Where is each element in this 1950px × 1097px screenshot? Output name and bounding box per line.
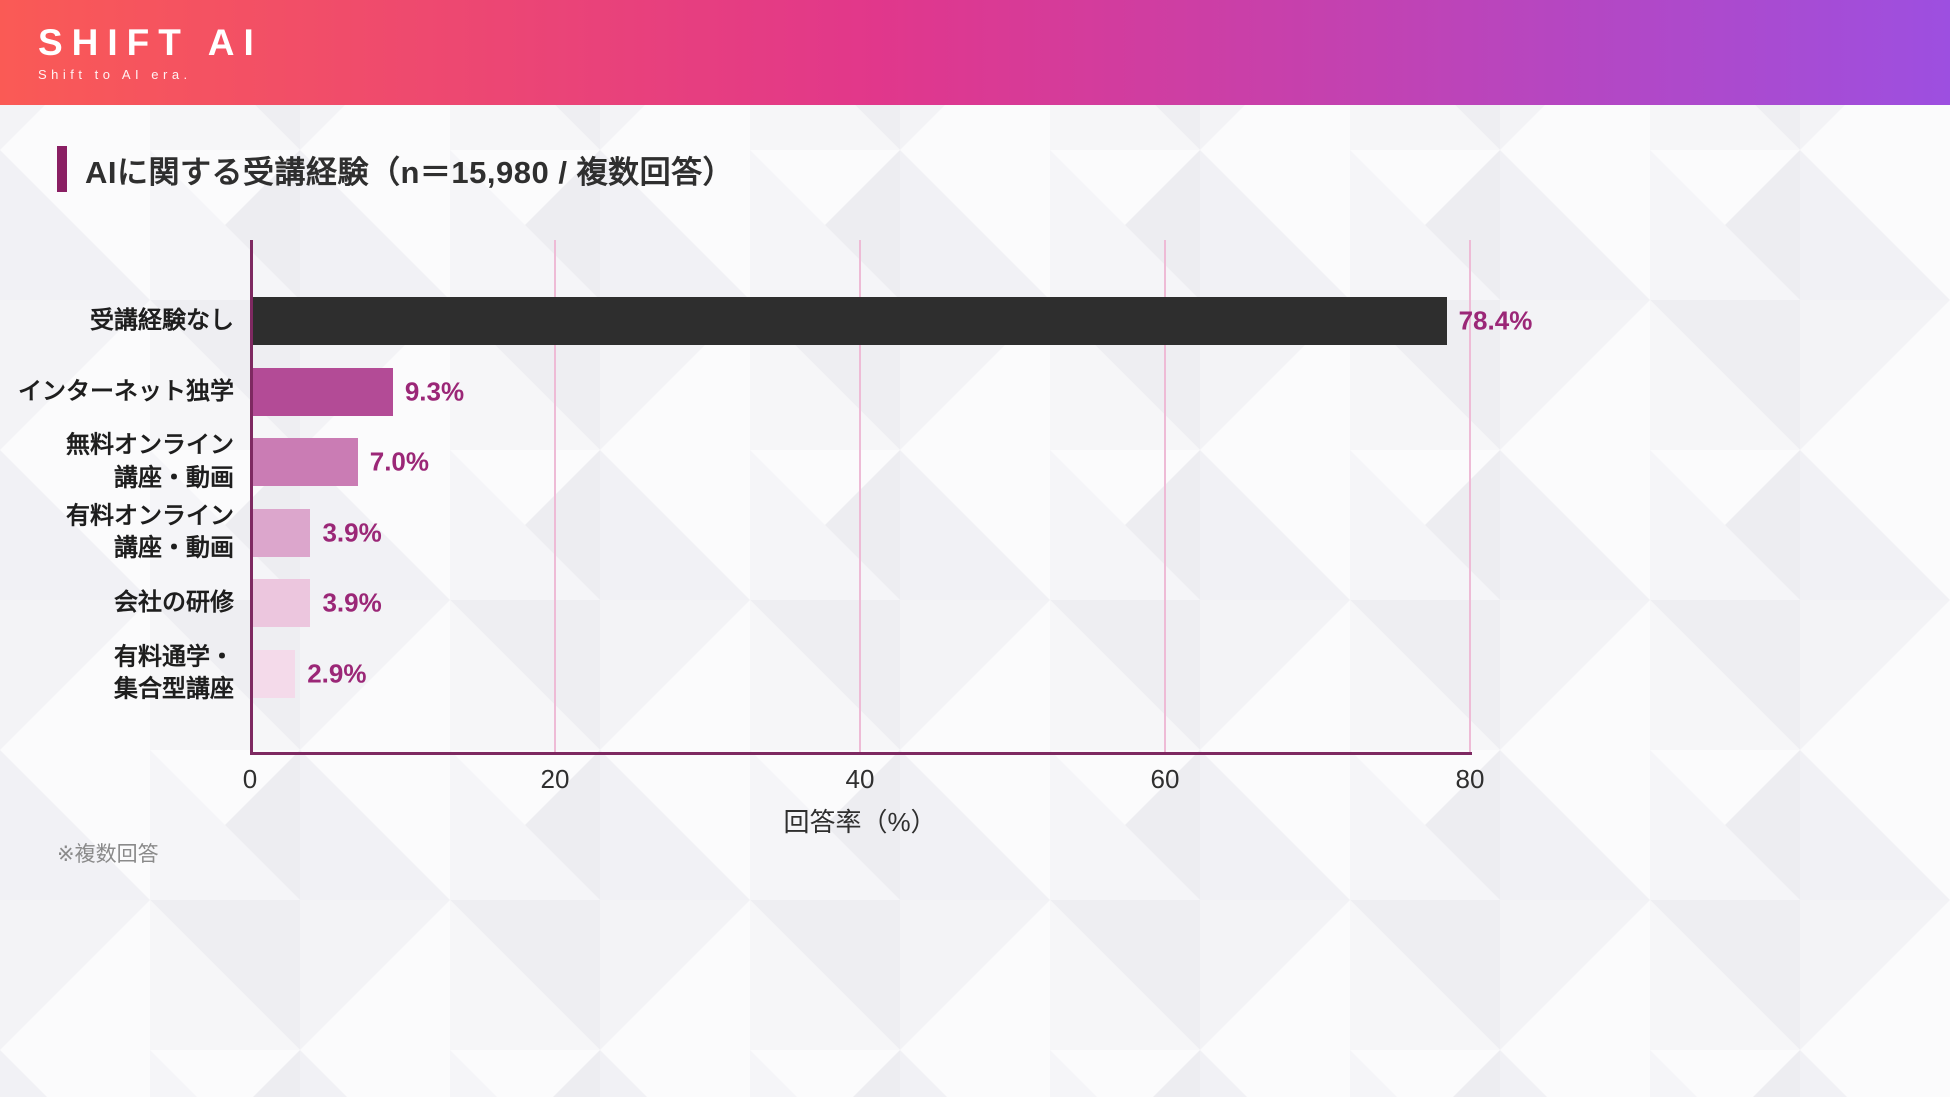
title-row: AIに関する受講経験（n＝15,980 / 複数回答）: [57, 146, 734, 192]
category-label: 受講経験なし: [90, 306, 234, 334]
x-tick-0: 0: [242, 764, 258, 794]
category-label: インターネット独学: [18, 377, 234, 405]
header-banner: SHIFT AI Shift to AI era.: [0, 0, 1950, 105]
value-label: 3.9%: [322, 517, 382, 548]
logo-text: SHIFT AI: [38, 21, 263, 63]
bar-1: [251, 367, 393, 416]
page-title: AIに関する受講経験（n＝15,980 / 複数回答）: [85, 154, 735, 190]
value-label: 9.3%: [404, 376, 465, 407]
bar-0: [251, 297, 1447, 345]
value-label: 2.9%: [307, 658, 367, 689]
bar-3: [251, 508, 311, 557]
value-label: 3.9%: [322, 587, 382, 618]
value-label: 78.4%: [1458, 305, 1533, 336]
x-axis-label: 回答率（%）: [783, 807, 937, 837]
footnote: ※複数回答: [57, 843, 159, 866]
category-label: 有料オンライン 講座・動画: [66, 502, 234, 562]
x-tick-40: 40: [845, 764, 875, 794]
gridline-20: [554, 240, 556, 752]
bar-5: [251, 650, 296, 698]
category-label: 有料通学・ 集合型講座: [114, 643, 234, 703]
bar-2: [251, 438, 358, 487]
x-tick-60: 60: [1150, 764, 1180, 794]
x-tick-20: 20: [540, 764, 570, 794]
y-axis-line: [250, 240, 253, 752]
x-axis-line: [250, 752, 1472, 755]
category-label: 無料オンライン 講座・動画: [66, 431, 234, 492]
category-label: 会社の研修: [114, 589, 234, 617]
x-tick-80: 80: [1455, 764, 1485, 794]
gridline-80: [1469, 240, 1471, 752]
chart-plot-area: 受講経験なし 78.4% インターネット独学 9.3% 無料オンライン 講座・動画 7.0…: [18, 240, 1532, 755]
x-axis-ticks: 0 20 40 60 80: [243, 764, 1485, 798]
gridline-60: [1164, 240, 1166, 752]
logo-tagline: Shift to AI era.: [38, 67, 192, 83]
bar-4: [251, 579, 311, 628]
shift-ai-logo: SHIFT AI Shift to AI era.: [38, 21, 263, 83]
title-accent-bar: [57, 146, 67, 192]
gridline-40: [859, 240, 861, 752]
value-label: 7.0%: [369, 446, 430, 477]
